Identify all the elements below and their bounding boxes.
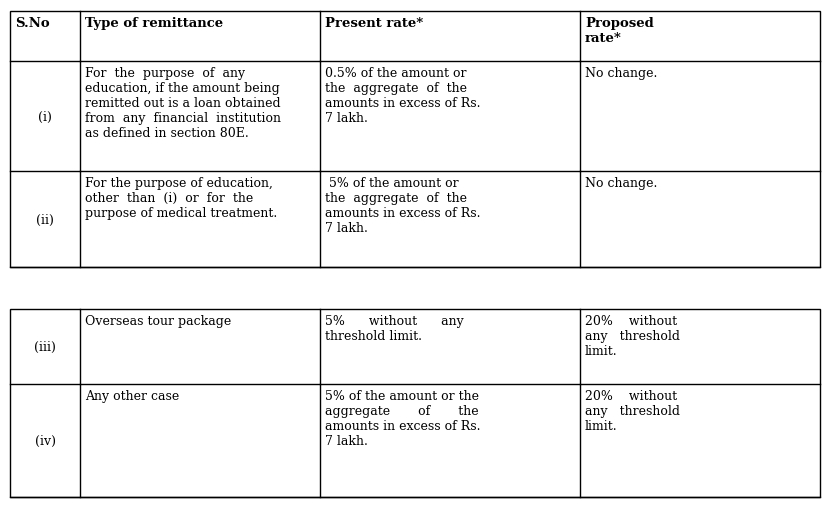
Text: S.No: S.No — [15, 17, 49, 30]
Text: (i): (i) — [38, 110, 52, 123]
Text: 20%    without
any   threshold
limit.: 20% without any threshold limit. — [584, 389, 679, 432]
Text: 20%    without
any   threshold
limit.: 20% without any threshold limit. — [584, 315, 679, 357]
Text: 5% of the amount or
the  aggregate  of  the
amounts in excess of Rs.
7 lakh.: 5% of the amount or the aggregate of the… — [324, 177, 480, 235]
Text: Proposed
rate*: Proposed rate* — [584, 17, 653, 45]
Text: 5% of the amount or the
aggregate       of       the
amounts in excess of Rs.
7 : 5% of the amount or the aggregate of the… — [324, 389, 480, 447]
Text: (iv): (iv) — [34, 434, 55, 447]
Text: For  the  purpose  of  any
education, if the amount being
remitted out is a loan: For the purpose of any education, if the… — [85, 67, 281, 140]
Text: Any other case: Any other case — [85, 389, 179, 402]
Text: Type of remittance: Type of remittance — [85, 17, 223, 30]
Text: For the purpose of education,
other  than  (i)  or  for  the
purpose of medical : For the purpose of education, other than… — [85, 177, 277, 219]
Text: No change.: No change. — [584, 67, 656, 80]
Text: No change.: No change. — [584, 177, 656, 190]
Bar — [10, 309, 819, 497]
Text: 5%      without      any
threshold limit.: 5% without any threshold limit. — [324, 315, 463, 343]
Bar — [10, 12, 819, 267]
Text: Present rate*: Present rate* — [324, 17, 423, 30]
Text: (ii): (ii) — [36, 213, 54, 226]
Text: Overseas tour package: Overseas tour package — [85, 315, 231, 327]
Text: 0.5% of the amount or
the  aggregate  of  the
amounts in excess of Rs.
7 lakh.: 0.5% of the amount or the aggregate of t… — [324, 67, 480, 125]
Text: (iii): (iii) — [34, 341, 56, 353]
